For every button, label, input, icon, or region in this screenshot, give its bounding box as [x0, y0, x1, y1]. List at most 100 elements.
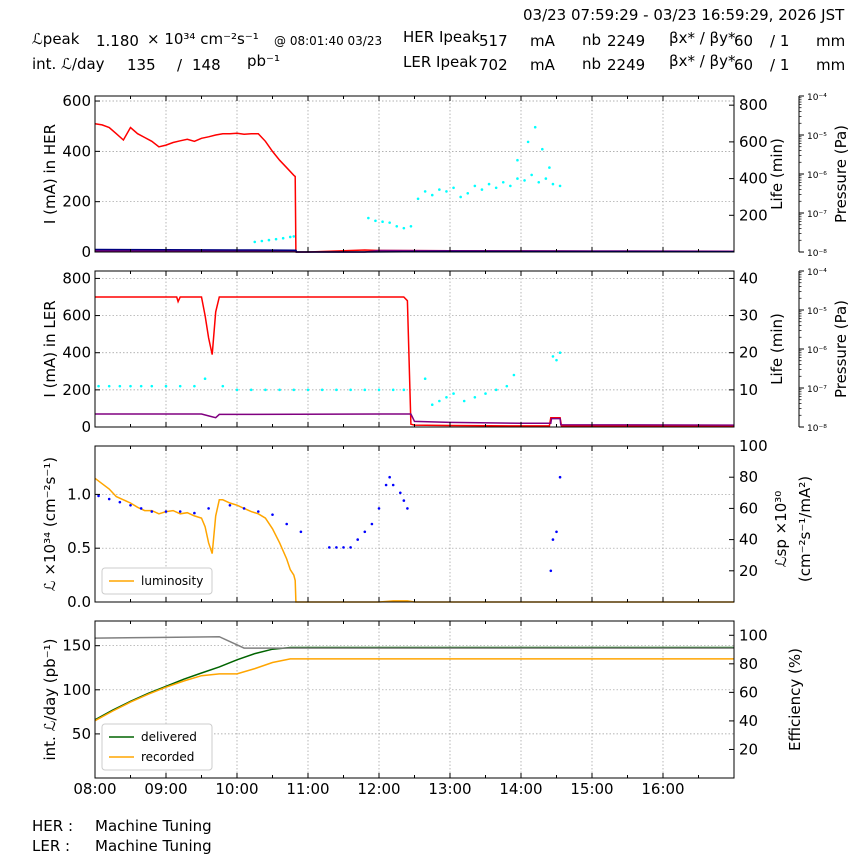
legend-label: luminosity: [141, 574, 203, 588]
y-axis-label: ℒ ×10³⁴ (cm⁻²s⁻¹): [41, 457, 59, 591]
her-nb-value: 2249: [607, 32, 646, 50]
y-tick-label: 50: [72, 725, 91, 743]
x-tick-label: 11:00: [286, 780, 329, 798]
data-point: [342, 546, 345, 549]
intl-recorded: 135: [127, 56, 156, 74]
her-ipeak-label: HER Ipeak: [403, 28, 480, 46]
data-point: [107, 497, 111, 501]
data-point: [264, 388, 267, 392]
data-point: [363, 388, 367, 392]
y2-tick-label: 40: [739, 712, 758, 730]
data-point: [494, 388, 498, 392]
data-point: [320, 388, 324, 392]
data-point: [516, 177, 519, 180]
data-point: [551, 538, 555, 541]
data-point: [388, 221, 391, 224]
data-point: [530, 173, 533, 177]
y2-tick-label: 20: [739, 740, 758, 758]
ler-nb-value: 2249: [607, 56, 646, 74]
data-point: [164, 510, 168, 513]
data-point: [107, 384, 111, 388]
pressure-tick-label: 10⁻⁷: [807, 385, 827, 395]
data-point: [267, 238, 271, 242]
her-status: Machine Tuning: [95, 817, 212, 835]
y2-tick-label: 100: [739, 626, 768, 644]
data-point: [494, 186, 498, 190]
data-point: [549, 569, 553, 573]
data-point: [278, 388, 281, 392]
data-point: [558, 351, 562, 355]
y2-axis-label: Efficiency (%): [786, 648, 804, 751]
y-tick-label: 100: [62, 681, 91, 699]
data-point: [551, 355, 555, 358]
y2-axis-label: Life (min): [768, 138, 786, 210]
data-point: [423, 190, 427, 193]
data-point: [473, 395, 477, 399]
data-point: [150, 384, 154, 388]
pressure-axis-label: Pressure (Pa): [832, 300, 850, 398]
series-line-current: [94, 122, 735, 253]
her-beta-x: 60: [734, 32, 754, 50]
data-point: [257, 510, 260, 513]
data-point: [384, 483, 388, 487]
data-point: [548, 166, 551, 169]
data-point: [150, 510, 154, 513]
series-line-purple: [95, 413, 735, 426]
legend-box: [101, 567, 213, 595]
y2-tick-label: 30: [739, 307, 758, 325]
data-point: [558, 184, 562, 188]
data-point: [274, 237, 278, 241]
pressure-tick-label: 10⁻⁶: [807, 171, 827, 181]
data-point: [541, 147, 544, 151]
pressure-tick-label: 10⁻⁴: [807, 268, 827, 278]
series-line-efficiency: [94, 635, 734, 649]
her-ipeak-unit: mA: [530, 32, 555, 50]
intl-slash: /: [177, 56, 183, 74]
data-point: [281, 236, 285, 240]
data-point: [363, 530, 367, 534]
data-point: [381, 220, 384, 224]
data-point: [367, 216, 370, 220]
ler-status-label: LER :: [32, 837, 71, 855]
data-point: [328, 546, 331, 549]
data-point: [97, 384, 100, 388]
panel-2: [94, 270, 804, 428]
data-point: [306, 388, 310, 392]
y2-axis-label-line2: (cm⁻²s⁻¹/mA²): [796, 476, 814, 582]
data-point: [207, 507, 210, 510]
data-point: [129, 384, 132, 388]
data-point: [356, 538, 360, 541]
data-point: [391, 483, 395, 487]
data-point: [516, 158, 519, 162]
her-beta-y: / 1: [770, 32, 790, 50]
ler-beta-unit: mm: [816, 56, 846, 74]
intl-delivered: 148: [192, 56, 221, 74]
data-point: [452, 186, 455, 190]
y-tick-label: 0.0: [67, 593, 91, 611]
data-point: [249, 388, 253, 392]
data-point: [558, 475, 562, 479]
y2-tick-label: 80: [739, 655, 758, 673]
data-point: [445, 395, 448, 399]
y2-tick-label: 40: [739, 531, 758, 549]
data-point: [399, 491, 402, 495]
y2-tick-label: 20: [739, 562, 758, 580]
x-tick-label: 16:00: [641, 780, 684, 798]
y2-tick-label: 20: [739, 344, 758, 362]
y-tick-label: 0.5: [67, 539, 91, 557]
data-point: [193, 511, 196, 515]
data-point: [512, 373, 516, 377]
data-point: [555, 358, 558, 362]
data-point: [402, 499, 406, 502]
data-point: [349, 546, 352, 549]
ler-ipeak-value: 702: [479, 56, 508, 74]
y-tick-label: 150: [62, 637, 91, 655]
data-point: [423, 377, 427, 381]
data-point: [430, 193, 434, 197]
plot-frame: [94, 95, 735, 253]
ler-beta-y: / 1: [770, 56, 790, 74]
y2-axis-label: ℒsp ×10³⁰: [772, 491, 790, 568]
x-tick-label: 08:00: [73, 780, 116, 798]
data-point: [388, 475, 391, 479]
